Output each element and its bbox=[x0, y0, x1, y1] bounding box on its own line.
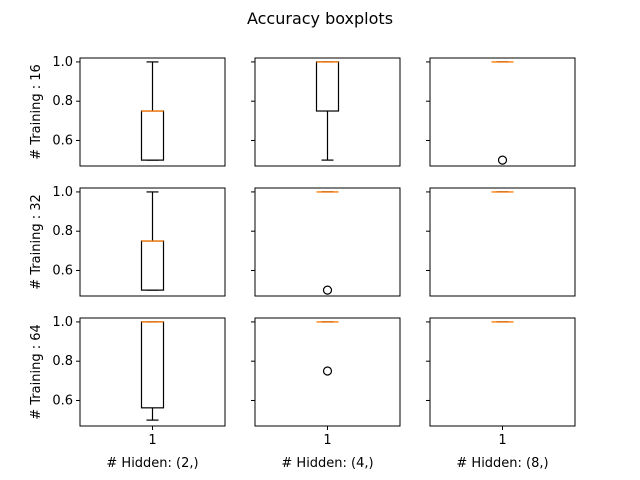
outlier-point bbox=[497, 155, 508, 165]
y-tick-label: 0.6 bbox=[52, 263, 73, 278]
y-tick-label: 1.0 bbox=[52, 315, 73, 330]
y-tick-label: 1.0 bbox=[52, 185, 73, 200]
subplot-grid: 0.6 0.8 1.0 0.6 0.8 1.0 0.6 0.8 1.0 1 1 1 # Training… bbox=[29, 55, 576, 471]
y-tick-label: 1.0 bbox=[52, 55, 73, 70]
axes-frame bbox=[254, 57, 401, 167]
x-tick-label: 1 bbox=[323, 433, 331, 448]
col-label-hidden-3: # Hidden: (8,) bbox=[456, 456, 548, 471]
subplot-r3-c3: 1 bbox=[426, 317, 576, 448]
axes-frame bbox=[429, 187, 576, 297]
subplot-r1-c3 bbox=[426, 57, 576, 167]
outlier-point bbox=[322, 285, 333, 295]
row-label-training-3: # Training : 64 bbox=[29, 324, 44, 420]
row-label-training-1: # Training : 16 bbox=[29, 64, 44, 160]
y-tick-label: 0.8 bbox=[52, 354, 73, 369]
col-label-hidden-1: # Hidden: (2,) bbox=[106, 456, 198, 471]
subplot-r3-c2: 1 bbox=[251, 317, 401, 448]
subplot-r2-c1: 0.6 0.8 1.0 bbox=[52, 185, 226, 297]
subplot-r1-c1: 0.6 0.8 1.0 bbox=[52, 55, 226, 167]
subplot-r3-c1: 0.6 0.8 1.0 1 bbox=[52, 315, 226, 448]
y-tick-label: 0.6 bbox=[52, 133, 73, 148]
subplot-r2-c3 bbox=[426, 187, 576, 297]
row-label-training-2: # Training : 32 bbox=[29, 194, 44, 290]
axes-frame bbox=[254, 187, 401, 297]
y-tick-label: 0.6 bbox=[52, 393, 73, 408]
x-tick-label: 1 bbox=[148, 433, 156, 448]
axes-frame bbox=[79, 57, 226, 167]
y-tick-label: 0.8 bbox=[52, 94, 73, 109]
y-tick-label: 0.8 bbox=[52, 224, 73, 239]
outlier-point bbox=[322, 366, 333, 376]
figure-title: Accuracy boxplots bbox=[247, 9, 393, 28]
subplot-r1-c2 bbox=[251, 57, 401, 167]
axes-frame bbox=[79, 187, 226, 297]
subplot-r2-c2 bbox=[251, 187, 401, 297]
col-label-hidden-2: # Hidden: (4,) bbox=[281, 456, 373, 471]
x-tick-label: 1 bbox=[498, 433, 506, 448]
axes-frame bbox=[429, 57, 576, 167]
